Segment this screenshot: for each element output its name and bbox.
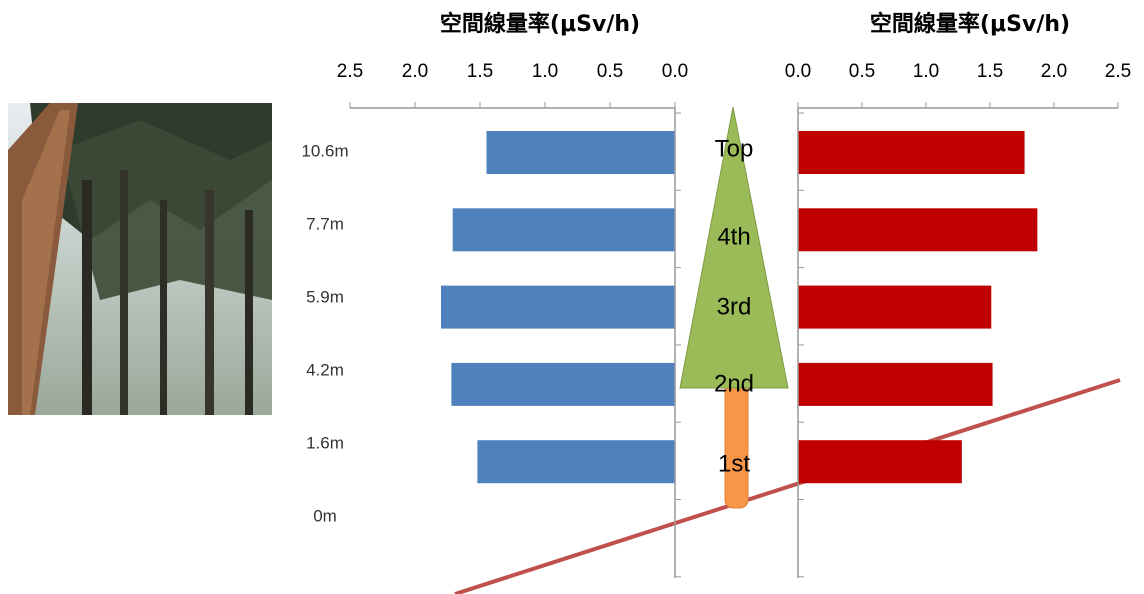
y-tick-label: 1.6m bbox=[306, 433, 344, 452]
bar bbox=[798, 440, 962, 484]
y-tick-label: 0m bbox=[313, 506, 337, 525]
bar bbox=[798, 285, 992, 329]
x-tick-label: 1.0 bbox=[532, 61, 558, 82]
chart-title: 空間線量率(μSv/h) bbox=[870, 11, 1070, 37]
y-tick-label: 7.7m bbox=[306, 214, 344, 233]
x-tick-label: 0.5 bbox=[849, 61, 875, 82]
bar bbox=[798, 131, 1025, 174]
bar bbox=[477, 440, 675, 484]
tree-label: 2nd bbox=[714, 370, 754, 397]
x-tick-label: 1.5 bbox=[467, 61, 493, 82]
bar bbox=[452, 208, 675, 252]
x-tick-label: 0.5 bbox=[597, 61, 623, 82]
ground-slope bbox=[454, 378, 1121, 594]
x-tick-label: 2.0 bbox=[1041, 61, 1067, 82]
x-tick-label: 1.5 bbox=[977, 61, 1003, 82]
tree-label: 1st bbox=[718, 450, 750, 477]
x-tick-label: 2.0 bbox=[402, 61, 428, 82]
bar bbox=[486, 131, 675, 174]
chart-title: 空間線量率(μSv/h) bbox=[440, 11, 640, 37]
x-tick-label: 0.0 bbox=[785, 61, 811, 82]
x-tick-label: 0.0 bbox=[662, 61, 688, 82]
forest-photo bbox=[8, 103, 272, 415]
y-tick-label: 5.9m bbox=[306, 287, 344, 306]
tree-label: Top bbox=[715, 135, 754, 162]
tree-label: 4th bbox=[717, 223, 750, 250]
bar bbox=[441, 285, 675, 329]
bar bbox=[798, 208, 1038, 252]
bar bbox=[451, 362, 675, 406]
y-tick-label: 10.6m bbox=[301, 141, 348, 160]
tree-label: 3rd bbox=[717, 293, 752, 320]
y-tick-label: 4.2m bbox=[306, 360, 344, 379]
x-tick-label: 1.0 bbox=[913, 61, 939, 82]
bar bbox=[798, 362, 993, 406]
tree-diagram bbox=[679, 106, 789, 509]
x-tick-label: 2.5 bbox=[1105, 61, 1131, 82]
x-tick-label: 2.5 bbox=[337, 61, 363, 82]
